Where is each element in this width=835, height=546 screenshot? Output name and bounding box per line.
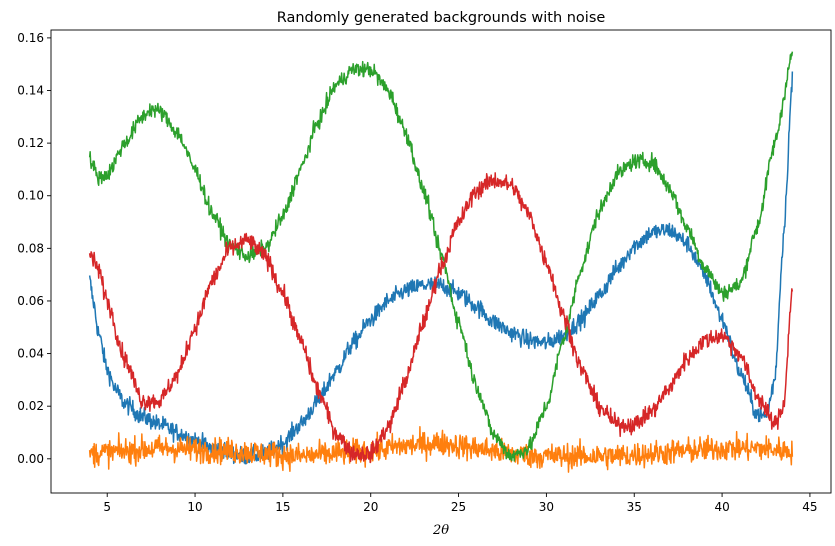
plot-area: 5 10 15 20 25 30 35 40 45 0.000.020.040.060.080.… <box>17 29 832 514</box>
x-tick-label: 40 <box>714 500 729 514</box>
series-line-2 <box>88 425 794 473</box>
y-tick-label: 0.04 <box>17 347 44 361</box>
y-tick-label: 0.10 <box>17 189 44 203</box>
plot-frame <box>50 29 832 494</box>
x-tick-label: 25 <box>451 500 466 514</box>
y-tick-label: 0.02 <box>17 399 44 413</box>
x-tick-label: 10 <box>187 500 202 514</box>
series-line-4 <box>88 172 794 464</box>
x-tick-label: 45 <box>802 500 817 514</box>
y-tick-label: 0.06 <box>17 294 44 308</box>
x-axis: 5 10 15 20 25 30 35 40 45 <box>103 493 818 514</box>
y-tick-label: 0.14 <box>17 84 44 98</box>
series-line-1 <box>88 71 794 465</box>
series-line-3 <box>88 51 794 462</box>
x-tick-label: 20 <box>363 500 378 514</box>
x-tick-label: 30 <box>539 500 554 514</box>
x-tick-label: 5 <box>103 500 111 514</box>
x-tick-label: 15 <box>275 500 290 514</box>
y-axis: 0.00 0.02 0.04 0.06 0.08 0.10 0.12 0.14 0.16 <box>17 31 51 466</box>
y-tick-label: 0.12 <box>17 136 44 150</box>
y-tick-label: 0.08 <box>17 241 44 255</box>
y-tick-label: 0.00 <box>17 452 44 466</box>
series-layer <box>88 51 794 473</box>
chart-title: Randomly generated backgrounds with nois… <box>277 10 606 26</box>
x-axis-label: 2θ <box>432 523 449 538</box>
y-tick-label: 0.16 <box>17 31 44 45</box>
x-tick-label: 35 <box>627 500 642 514</box>
